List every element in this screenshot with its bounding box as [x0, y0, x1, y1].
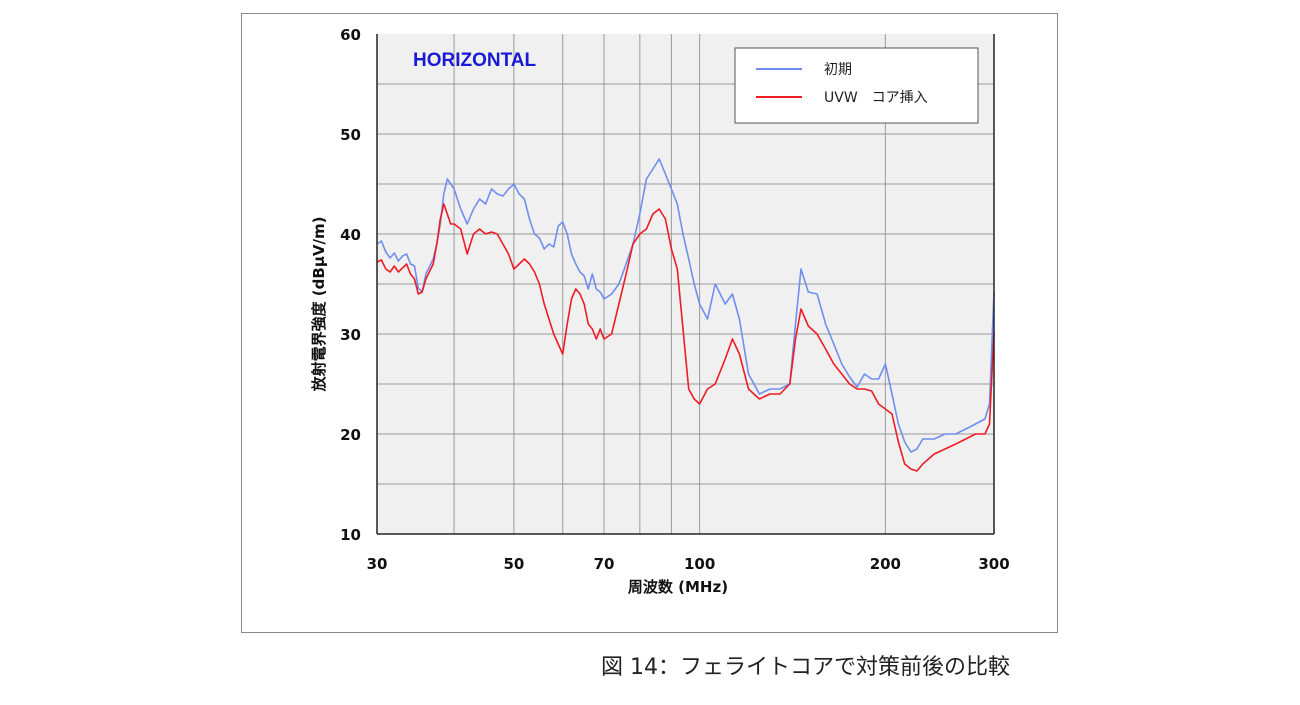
y-tick-label: 60	[340, 26, 361, 44]
series-lines	[376, 158, 995, 472]
y-tick-label: 30	[340, 326, 361, 344]
radiated-emission-chart: 10 20 30 40 50 60 30 50 70 100 200 300 HORIZONTAL 初…	[310, 26, 1010, 596]
legend-box	[734, 47, 979, 124]
y-axis-label: 放射電界強度 (dBμV/m)	[310, 217, 328, 393]
x-tick-label: 200	[870, 555, 901, 573]
series-line-core	[376, 203, 995, 472]
x-tick-label: 30	[367, 555, 388, 573]
grid-lines	[377, 34, 994, 534]
legend-label-initial: 初期	[824, 61, 852, 78]
tick-labels: 10 20 30 40 50 60 30 50 70 100 200 300	[340, 26, 1010, 573]
figure-caption: 図 14：フェライトコアで対策前後の比較	[601, 655, 1010, 680]
x-tick-label: 300	[978, 555, 1009, 573]
y-tick-label: 40	[340, 226, 361, 244]
x-tick-label: 70	[594, 555, 615, 573]
x-tick-label: 100	[684, 555, 715, 573]
annotation-horizontal: HORIZONTAL	[413, 50, 537, 71]
legend-label-core: UVW コア挿入	[824, 90, 928, 106]
figure-frame: 10 20 30 40 50 60 30 50 70 100 200 300 HORIZONTAL 初…	[241, 13, 1058, 633]
y-tick-label: 10	[340, 526, 361, 544]
y-tick-label: 50	[340, 126, 361, 144]
legend: 初期 UVW コア挿入	[734, 47, 979, 124]
x-axis-label: 周波数 (MHz)	[628, 578, 728, 596]
x-tick-label: 50	[503, 555, 524, 573]
y-tick-label: 20	[340, 426, 361, 444]
series-line-initial	[376, 158, 995, 453]
